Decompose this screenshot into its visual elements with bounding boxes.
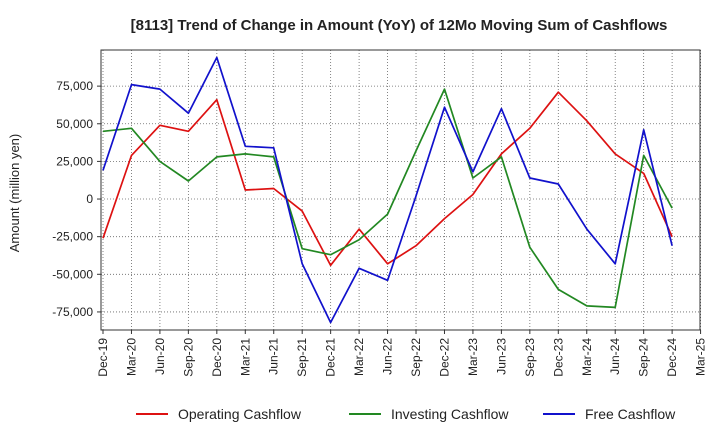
y-tick-label: -75,000 (52, 305, 93, 319)
legend-label-free-cashflow: Free Cashflow (585, 406, 676, 422)
y-axis-label: Amount (million yen) (7, 134, 22, 253)
series-line-operating-cashflow (102, 91, 673, 267)
y-tick-label: 25,000 (56, 154, 93, 168)
legend-label-investing-cashflow: Investing Cashflow (391, 406, 509, 422)
y-tick-label: 0 (86, 192, 93, 206)
series-line-free-cashflow (102, 56, 673, 324)
series-line-investing-cashflow (102, 88, 673, 309)
x-tick-label: Dec-20 (210, 338, 224, 377)
y-axis-ticks: 75,000 50,000 25,000 0 -25,000 -50,000 -75,000 (52, 79, 101, 319)
y-tick-label: 75,000 (56, 79, 93, 93)
x-tick-label: Dec-21 (324, 338, 338, 377)
x-tick-label: Sep-20 (181, 338, 195, 377)
grid (101, 50, 701, 330)
plot-area-frame (100, 49, 701, 331)
y-tick-label: -25,000 (52, 230, 93, 244)
series-lines (102, 56, 673, 324)
legend: Operating Cashflow Investing Cashflow Free… (136, 406, 676, 422)
chart-title: [8113] Trend of Change in Amount (YoY) o… (131, 17, 668, 34)
x-tick-label: Jun-23 (494, 338, 508, 375)
x-tick-label: Jun-22 (381, 338, 395, 375)
x-tick-label: Sep-22 (409, 338, 423, 377)
x-tick-label: Mar-24 (580, 338, 594, 376)
x-tick-label: Sep-24 (637, 338, 651, 377)
x-tick-label: Mar-22 (352, 338, 366, 376)
x-tick-label: Mar-20 (124, 338, 138, 376)
x-tick-label: Sep-23 (523, 338, 537, 377)
y-tick-label: -50,000 (52, 267, 93, 281)
x-axis-ticks: Dec-19 Mar-20 Jun-20 Sep-20 Dec-20 Mar-21 Jun-… (96, 330, 708, 377)
y-tick-label: 50,000 (56, 117, 93, 131)
x-tick-label: Mar-23 (466, 338, 480, 376)
x-tick-label: Sep-21 (295, 338, 309, 377)
legend-label-operating-cashflow: Operating Cashflow (178, 406, 302, 422)
x-tick-label: Jun-20 (153, 338, 167, 375)
x-tick-label: Mar-21 (238, 338, 252, 376)
x-tick-label: Jun-24 (608, 338, 622, 375)
x-tick-label: Dec-22 (437, 338, 451, 377)
x-tick-label: Dec-23 (551, 338, 565, 377)
x-tick-label: Dec-19 (96, 338, 110, 377)
x-tick-label: Mar-25 (694, 338, 708, 376)
x-tick-label: Dec-24 (665, 338, 679, 377)
x-tick-label: Jun-21 (267, 338, 281, 375)
